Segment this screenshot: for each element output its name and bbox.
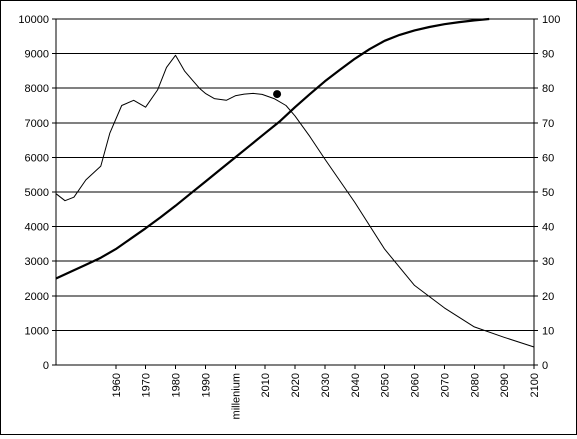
y-tick-label-left: 8000: [25, 83, 49, 95]
x-tick-label: 1970: [141, 373, 153, 397]
y-tick-label-left: 5000: [25, 187, 49, 199]
x-tick-label: 2080: [469, 373, 481, 397]
series-line-left-axis: [55, 54, 535, 348]
x-tick-label: 2060: [410, 373, 422, 397]
y-tick-label-left: 4000: [25, 222, 49, 234]
x-tick-label: 1990: [200, 373, 212, 397]
x-tick-label: 2040: [350, 373, 362, 397]
x-tick-label: 2020: [290, 373, 302, 397]
y-tick-label-right: 40: [542, 222, 554, 234]
data-point-marker: [273, 90, 282, 99]
y-tick-label-right: 90: [542, 49, 554, 61]
y-tick-label-left: 3000: [25, 256, 49, 268]
y-tick-label-left: 6000: [25, 152, 49, 164]
series-line-right-axis: [55, 17, 490, 280]
x-tick-label: 2030: [320, 373, 332, 397]
x-tick-label: millenium: [230, 373, 242, 419]
y-tick-label-right: 10: [542, 325, 554, 337]
y-tick-label-right: 60: [542, 152, 554, 164]
y-tick-label-right: 100: [542, 14, 560, 26]
y-tick-label-right: 0: [542, 360, 548, 372]
y-tick-label-right: 80: [542, 83, 554, 95]
y-tick-label-right: 50: [542, 187, 554, 199]
y-tick-label-left: 2000: [25, 291, 49, 303]
y-tick-label-left: 1000: [25, 325, 49, 337]
y-tick-label-left: 9000: [25, 49, 49, 61]
y-tick-label-right: 20: [542, 291, 554, 303]
x-tick-label: 1980: [171, 373, 183, 397]
x-tick-label: 2010: [260, 373, 272, 397]
x-tick-label: 2090: [499, 373, 511, 397]
x-tick-label: 1960: [111, 373, 123, 397]
y-tick-label-left: 7000: [25, 118, 49, 130]
x-tick-label: 2050: [380, 373, 392, 397]
y-tick-label-right: 70: [542, 118, 554, 130]
y-tick-label-left: 10000: [18, 14, 49, 26]
x-tick-label: 2070: [439, 373, 451, 397]
x-tick-label: 2100: [529, 373, 541, 397]
y-tick-label-left: 0: [43, 360, 49, 372]
y-tick-label-right: 30: [542, 256, 554, 268]
